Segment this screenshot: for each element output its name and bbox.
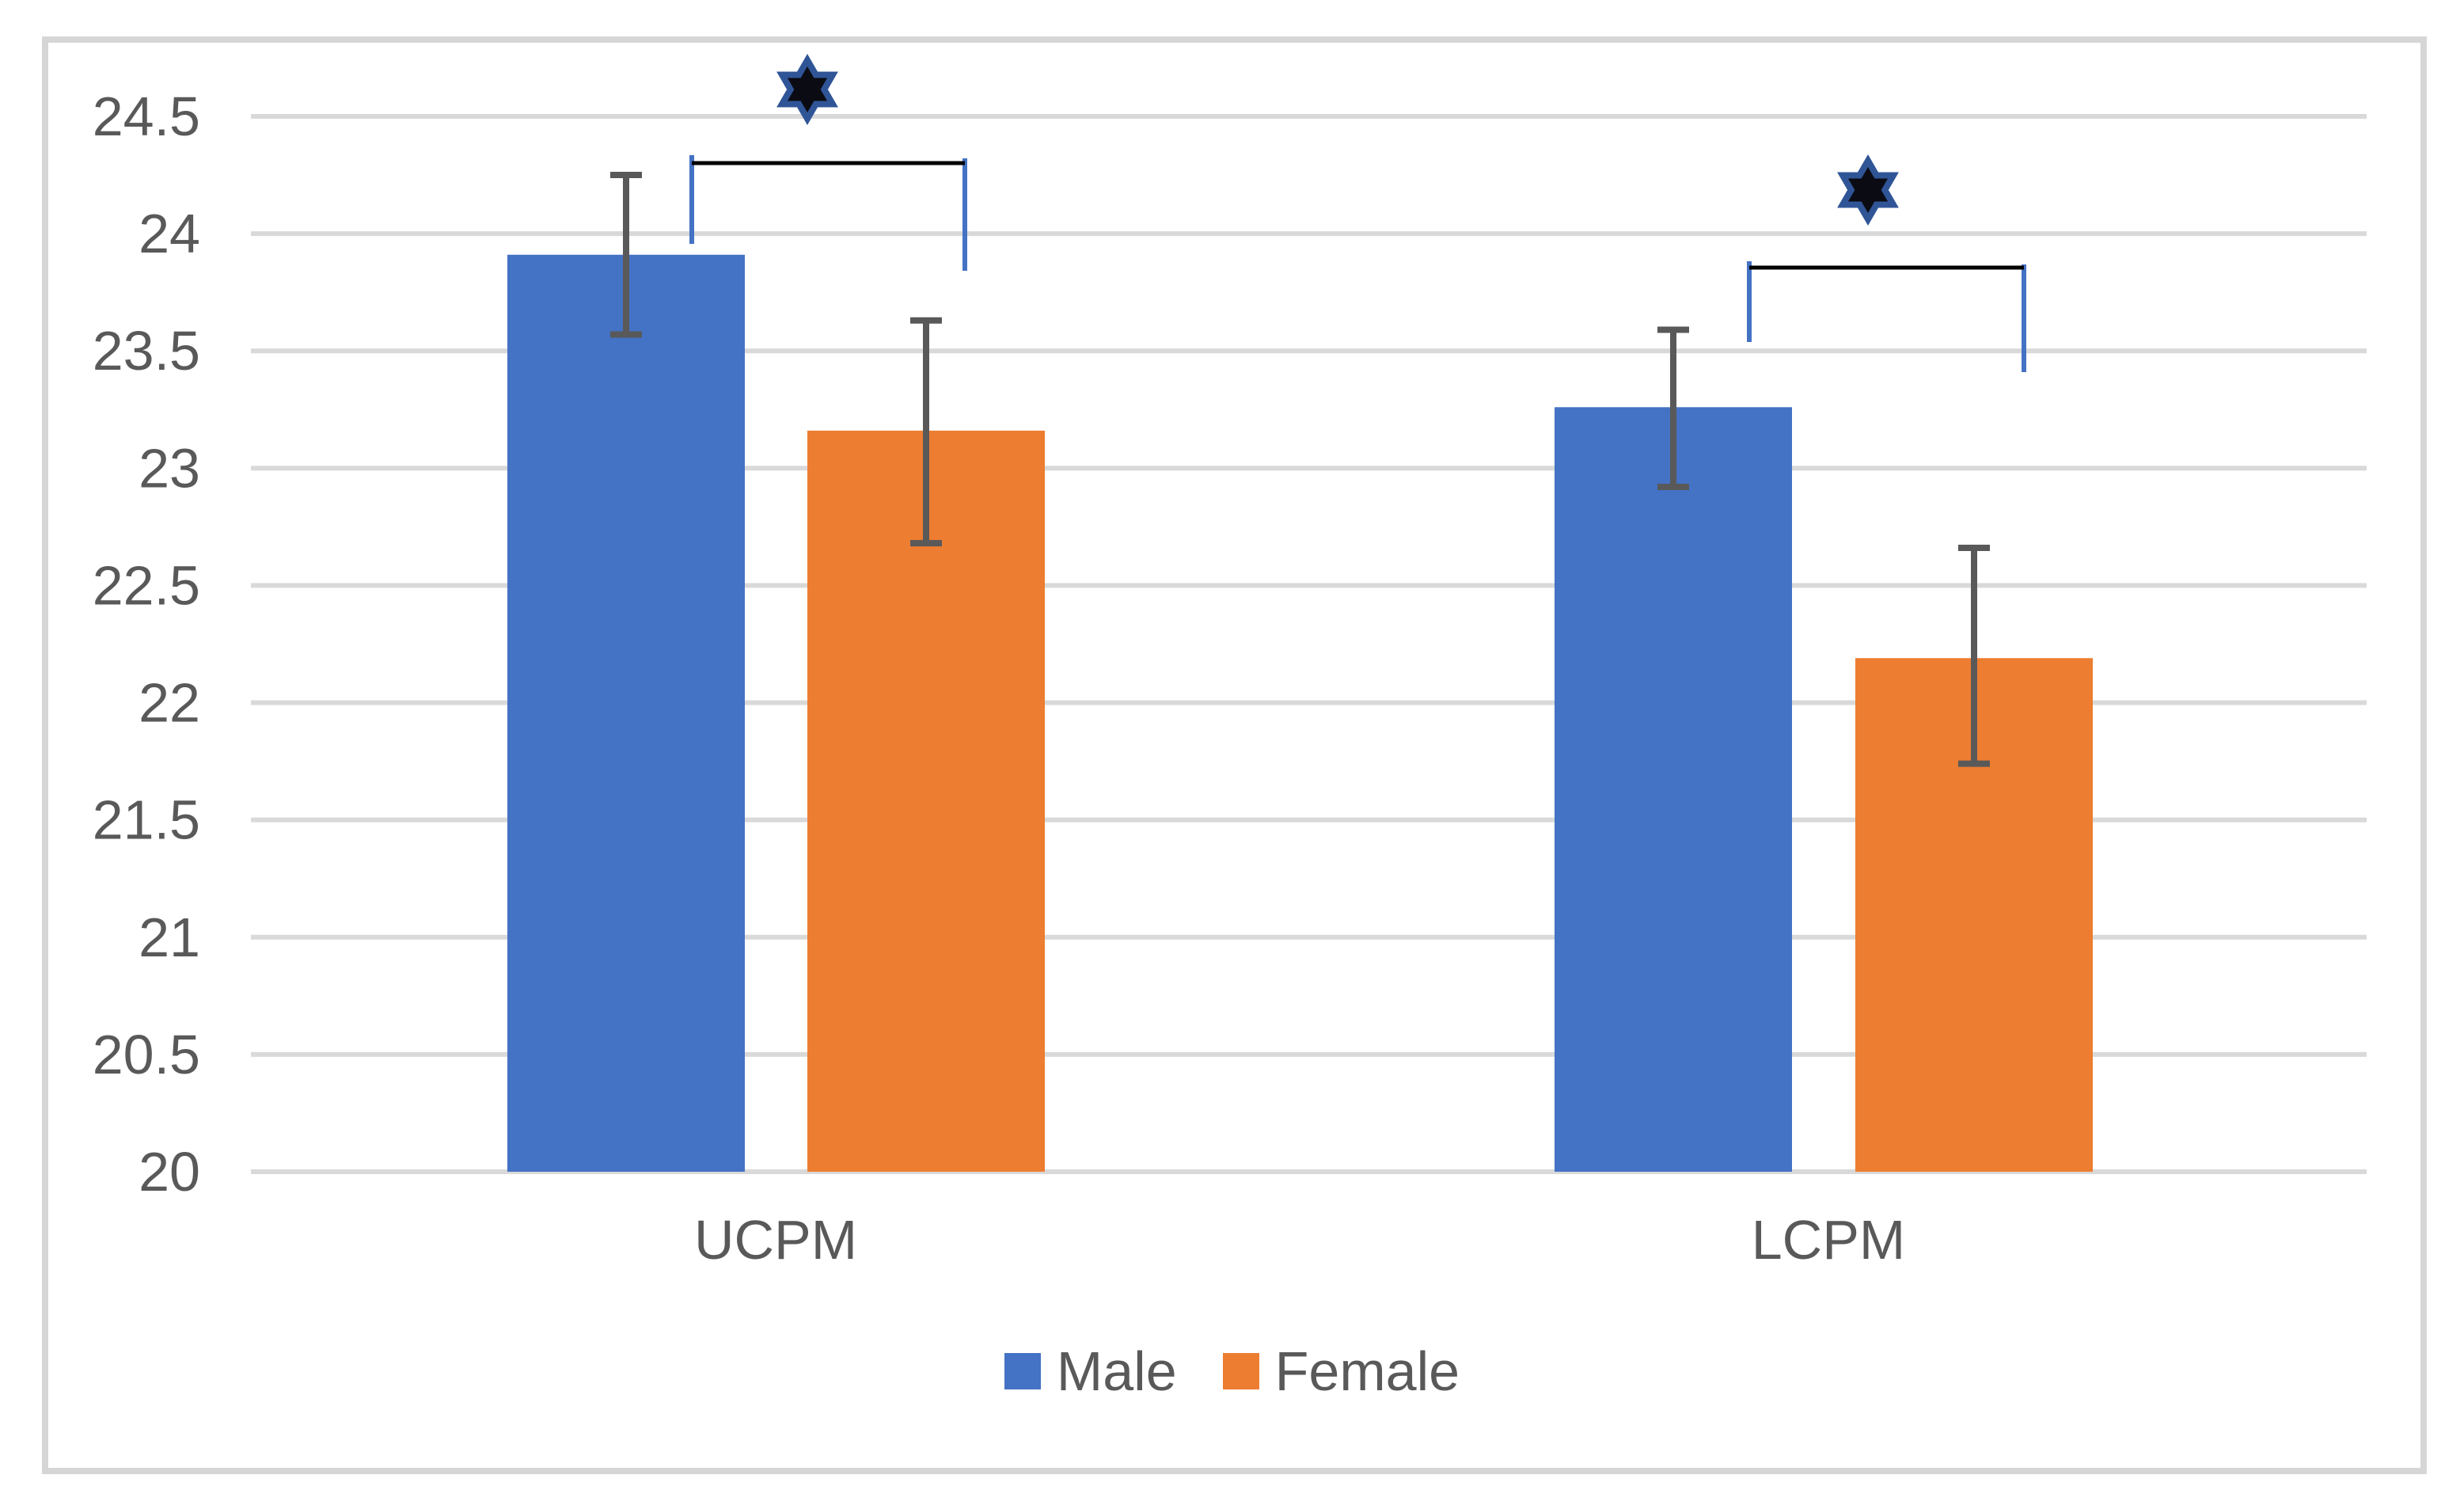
category-label-lcpm: LCPM <box>1752 1209 1905 1271</box>
bar-female-ucpm[interactable] <box>807 430 1045 1172</box>
y-axis-tick-label: 20 <box>139 1141 200 1203</box>
male-legend-label: Male <box>1056 1340 1177 1402</box>
y-axis-tick-label: 22 <box>139 672 200 734</box>
significance-star-icon <box>776 54 838 125</box>
legend-item-male[interactable]: Male <box>1004 1340 1177 1403</box>
y-axis-tick-label: 24.5 <box>93 86 200 147</box>
significance-star-icon <box>1837 154 1899 226</box>
y-axis-tick-label: 24 <box>139 203 200 264</box>
y-axis-tick-label: 20.5 <box>93 1024 200 1085</box>
y-axis-tick-label: 21 <box>139 907 200 968</box>
bar-male-lcpm[interactable] <box>1555 407 1792 1172</box>
y-axis-tick-label: 21.5 <box>93 789 200 851</box>
female-legend-swatch <box>1222 1353 1259 1389</box>
legend-item-female[interactable]: Female <box>1222 1340 1460 1403</box>
y-axis-tick-label: 22.5 <box>93 554 200 616</box>
y-axis-tick-label: 23 <box>139 437 200 499</box>
chart-legend: Male Female <box>0 1340 2464 1403</box>
bar-male-ucpm[interactable] <box>507 254 745 1172</box>
category-label-ucpm: UCPM <box>694 1209 857 1271</box>
male-legend-swatch <box>1004 1353 1041 1389</box>
female-legend-label: Female <box>1274 1340 1460 1402</box>
y-axis-tick-label: 23.5 <box>93 320 200 382</box>
